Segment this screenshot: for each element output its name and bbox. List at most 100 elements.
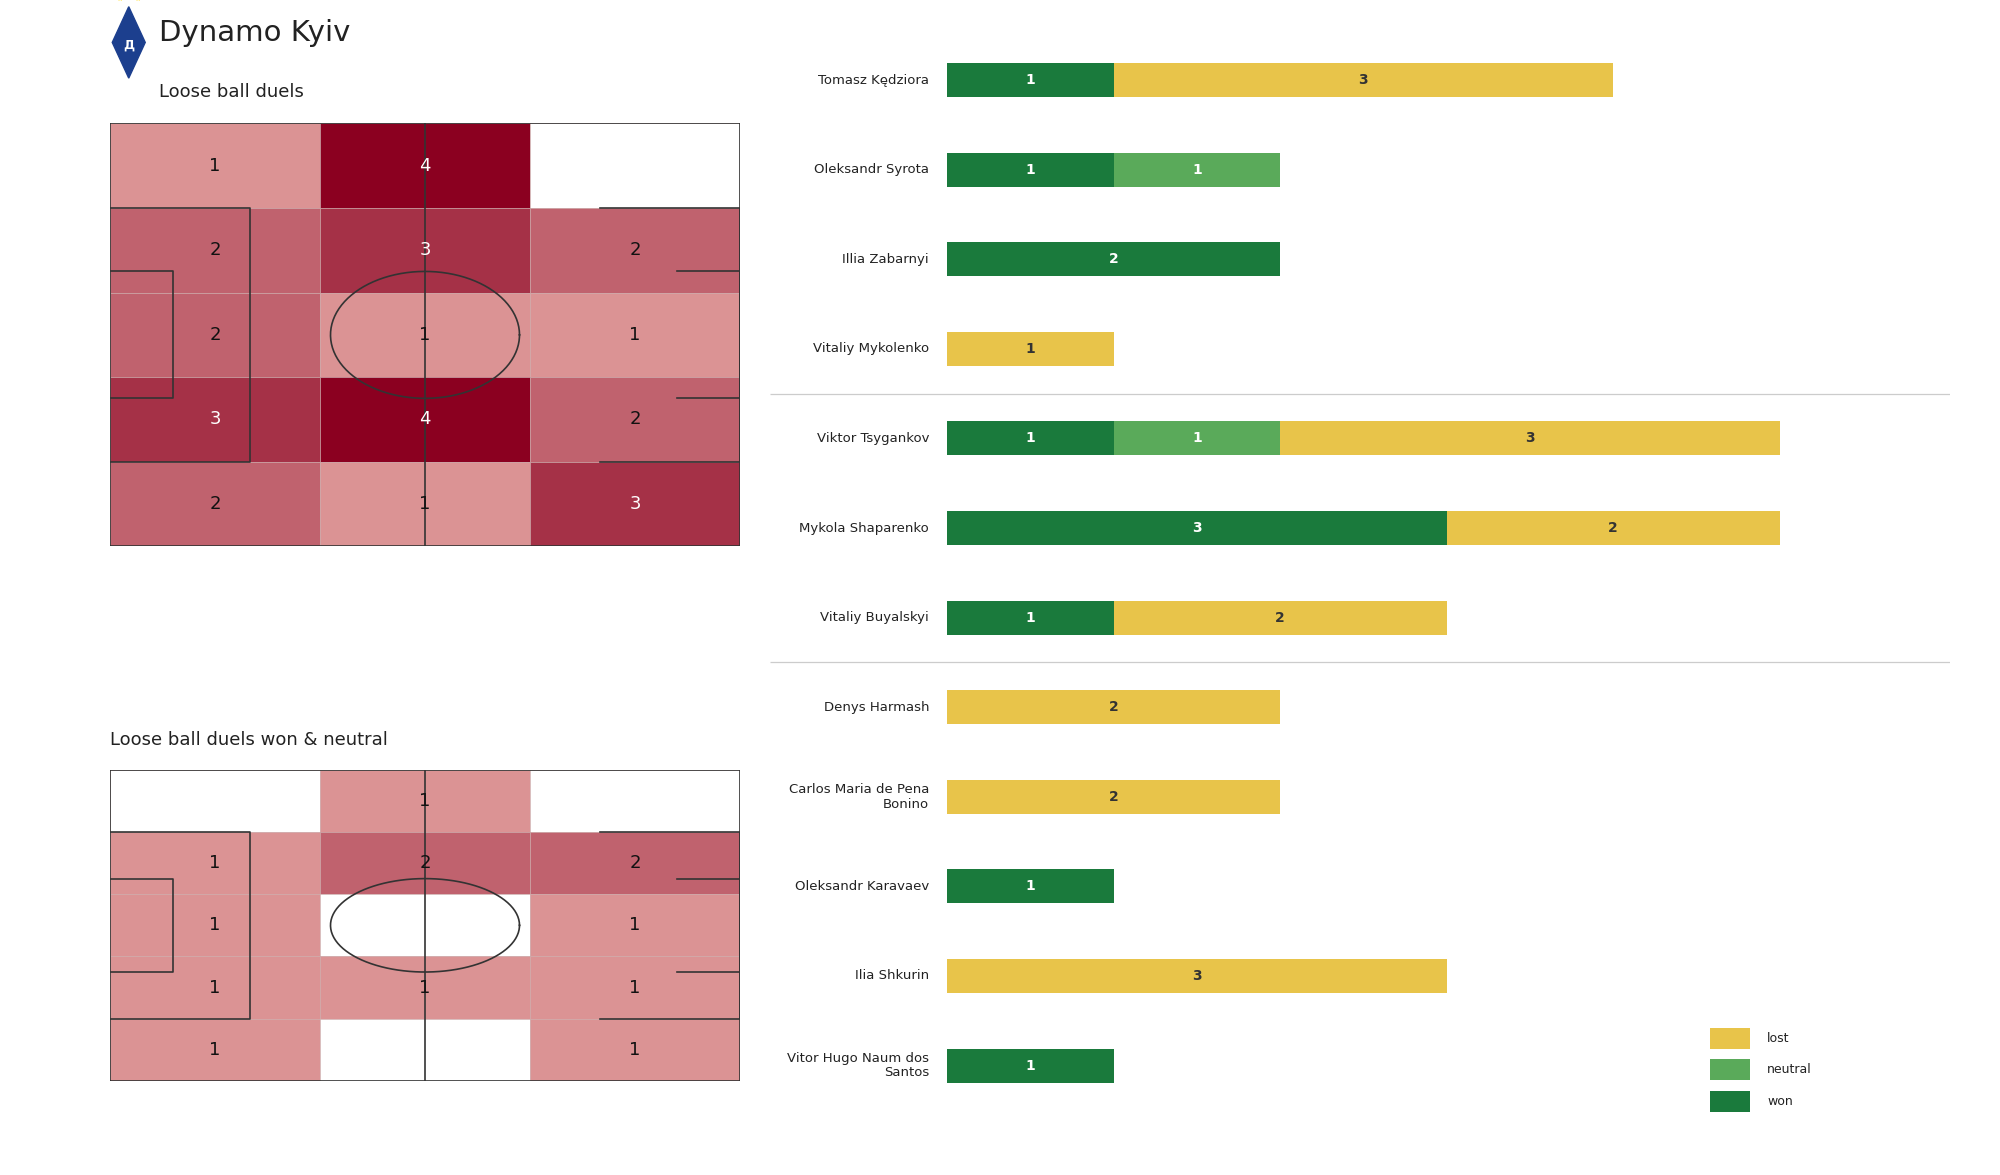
Text: Vitor Hugo Naum dos
Santos: Vitor Hugo Naum dos Santos bbox=[788, 1052, 930, 1080]
Bar bbox=[320, 123, 530, 208]
Text: 1: 1 bbox=[420, 325, 430, 344]
Text: 1: 1 bbox=[420, 979, 430, 996]
Text: 1: 1 bbox=[1026, 1059, 1036, 1073]
Bar bbox=[530, 377, 740, 462]
Text: Д: Д bbox=[124, 38, 134, 52]
Bar bbox=[110, 956, 320, 1019]
Text: 1: 1 bbox=[1192, 431, 1202, 445]
Bar bbox=[1710, 1060, 1750, 1081]
Text: 3: 3 bbox=[1192, 521, 1202, 535]
Text: 1: 1 bbox=[420, 495, 430, 513]
Text: Viktor Tsygankov: Viktor Tsygankov bbox=[816, 432, 930, 445]
Text: 1: 1 bbox=[630, 1041, 640, 1059]
Bar bbox=[948, 63, 1114, 98]
Text: Oleksandr Syrota: Oleksandr Syrota bbox=[814, 163, 930, 176]
Text: 3: 3 bbox=[1358, 73, 1368, 87]
Text: 1: 1 bbox=[1026, 611, 1036, 625]
Bar bbox=[110, 462, 320, 546]
Bar bbox=[948, 422, 1114, 456]
Bar bbox=[110, 377, 320, 462]
Text: 1: 1 bbox=[630, 916, 640, 934]
Text: 1: 1 bbox=[630, 979, 640, 996]
Bar bbox=[1114, 600, 1446, 635]
Bar bbox=[320, 832, 530, 894]
Text: 3: 3 bbox=[420, 241, 430, 260]
Text: 2: 2 bbox=[1108, 253, 1118, 267]
Text: 1: 1 bbox=[210, 854, 220, 872]
Bar bbox=[320, 894, 530, 956]
Text: 1: 1 bbox=[1026, 342, 1036, 356]
Bar bbox=[1710, 1027, 1750, 1048]
Text: 2: 2 bbox=[1276, 611, 1284, 625]
Text: Loose ball duels: Loose ball duels bbox=[158, 82, 304, 101]
Bar bbox=[948, 1048, 1114, 1082]
Text: Illia Zabarnyi: Illia Zabarnyi bbox=[842, 253, 930, 266]
Text: 1: 1 bbox=[210, 916, 220, 934]
Text: 3: 3 bbox=[1524, 431, 1534, 445]
Text: 1: 1 bbox=[1026, 73, 1036, 87]
Bar bbox=[1446, 511, 1780, 545]
Text: Vitaliy Buyalskyi: Vitaliy Buyalskyi bbox=[820, 611, 930, 624]
Bar bbox=[1710, 1090, 1750, 1112]
Bar bbox=[320, 956, 530, 1019]
Text: 2: 2 bbox=[630, 854, 640, 872]
Bar bbox=[110, 208, 320, 293]
Bar bbox=[320, 770, 530, 832]
Polygon shape bbox=[112, 7, 146, 78]
Text: Mykola Shaparenko: Mykola Shaparenko bbox=[800, 522, 930, 535]
Text: 1: 1 bbox=[1026, 879, 1036, 893]
Text: 2: 2 bbox=[630, 241, 640, 260]
Text: Tomasz Kędziora: Tomasz Kędziora bbox=[818, 74, 930, 87]
Bar bbox=[948, 153, 1114, 187]
Bar bbox=[530, 123, 740, 208]
Text: 4: 4 bbox=[420, 410, 430, 429]
Bar bbox=[320, 293, 530, 377]
Bar bbox=[948, 690, 1280, 724]
Text: ★: ★ bbox=[134, 0, 140, 2]
Bar bbox=[110, 293, 320, 377]
Text: 3: 3 bbox=[1192, 969, 1202, 983]
Text: 1: 1 bbox=[210, 979, 220, 996]
Bar bbox=[530, 462, 740, 546]
Text: 1: 1 bbox=[1026, 162, 1036, 176]
Bar bbox=[110, 894, 320, 956]
Text: lost: lost bbox=[1768, 1032, 1790, 1045]
Text: 2: 2 bbox=[210, 325, 220, 344]
Text: Loose ball duels won & neutral: Loose ball duels won & neutral bbox=[110, 731, 388, 750]
Bar bbox=[530, 293, 740, 377]
Text: 1: 1 bbox=[1026, 431, 1036, 445]
Bar bbox=[530, 208, 740, 293]
Text: won: won bbox=[1768, 1095, 1792, 1108]
Bar bbox=[1114, 63, 1614, 98]
Text: Vitaliy Mykolenko: Vitaliy Mykolenko bbox=[812, 342, 930, 355]
Bar bbox=[948, 780, 1280, 814]
Bar bbox=[530, 894, 740, 956]
Text: 1: 1 bbox=[420, 792, 430, 810]
Bar bbox=[320, 377, 530, 462]
Bar bbox=[948, 959, 1446, 993]
Text: 2: 2 bbox=[1608, 521, 1618, 535]
Text: 3: 3 bbox=[210, 410, 220, 429]
Text: 2: 2 bbox=[1108, 700, 1118, 714]
Bar bbox=[110, 770, 320, 832]
Text: 4: 4 bbox=[420, 156, 430, 175]
Bar bbox=[530, 1019, 740, 1081]
Text: 1: 1 bbox=[210, 156, 220, 175]
Bar bbox=[530, 956, 740, 1019]
Text: ★: ★ bbox=[116, 0, 122, 2]
Text: 1: 1 bbox=[1192, 162, 1202, 176]
Bar bbox=[530, 770, 740, 832]
Text: 1: 1 bbox=[630, 325, 640, 344]
Bar bbox=[320, 208, 530, 293]
Bar bbox=[948, 331, 1114, 365]
Text: Carlos Maria de Pena
Bonino: Carlos Maria de Pena Bonino bbox=[788, 783, 930, 811]
Bar bbox=[320, 462, 530, 546]
Bar bbox=[110, 123, 320, 208]
Bar bbox=[110, 1019, 320, 1081]
Text: 3: 3 bbox=[630, 495, 640, 513]
Bar bbox=[948, 600, 1114, 635]
Text: Oleksandr Karavaev: Oleksandr Karavaev bbox=[794, 880, 930, 893]
Text: Ilia Shkurin: Ilia Shkurin bbox=[854, 969, 930, 982]
Bar bbox=[948, 870, 1114, 904]
Bar bbox=[320, 1019, 530, 1081]
